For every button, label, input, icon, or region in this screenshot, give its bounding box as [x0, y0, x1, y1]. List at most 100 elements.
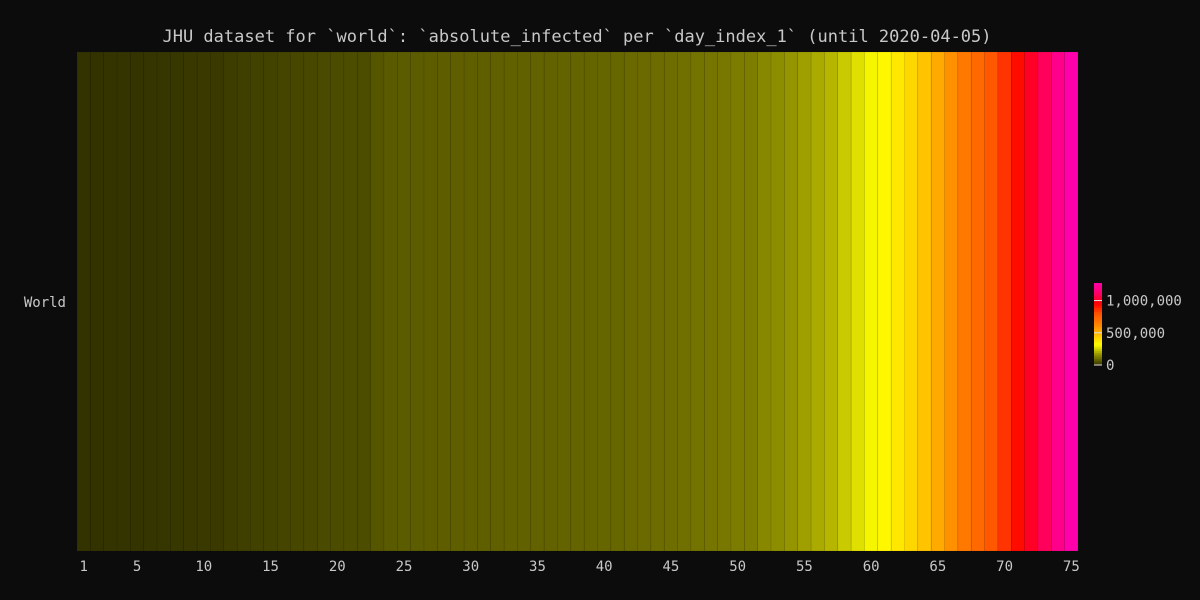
colorbar-segment [1094, 285, 1102, 288]
colorbar-segment [1094, 356, 1102, 360]
x-tick-label: 30 [462, 559, 479, 575]
heatmap-cell [196, 51, 211, 552]
colorbar-segment [1094, 324, 1102, 327]
heatmap-cell [703, 51, 718, 552]
heatmap-cell [437, 51, 452, 552]
colorbar-segment [1094, 309, 1102, 313]
heatmap-cell [290, 51, 305, 552]
heatmap-cell [156, 51, 171, 552]
heatmap-cell [570, 51, 585, 552]
heatmap-cell [837, 51, 852, 552]
heatmap-cell [890, 51, 905, 552]
colorbar-segment [1094, 317, 1102, 321]
heatmap-cell [116, 51, 131, 552]
x-tick-label: 75 [1063, 559, 1080, 575]
colorbar-segment [1094, 303, 1102, 306]
x-tick-label: 50 [729, 559, 746, 575]
heatmap-cell [930, 51, 945, 552]
colorbar-segment [1094, 295, 1102, 298]
colorbar-segment [1094, 354, 1102, 358]
heatmap-cell [223, 51, 238, 552]
heatmap-cell [957, 51, 972, 552]
colorbar-segment [1094, 358, 1102, 362]
colorbar-tick-label: 0 [1106, 358, 1114, 374]
heatmap-cell [904, 51, 919, 552]
colorbar-segment [1094, 283, 1102, 286]
heatmap-cell [410, 51, 425, 552]
heatmap-cell [744, 51, 758, 552]
colorbar-segment [1094, 315, 1102, 319]
colorbar-segment [1094, 342, 1102, 345]
x-axis-ticks: 1 5 10 15 20 25 30 35 40 45 50 55 60 65 70 75 [79, 559, 1079, 575]
heatmap-cell [583, 51, 598, 552]
colorbar-segment [1094, 360, 1102, 364]
heatmap-cell [503, 51, 518, 552]
heatmap-cell [997, 51, 1012, 552]
colorbar-segment [1094, 301, 1102, 304]
colorbar-segment [1094, 332, 1102, 335]
heatmap-cell [970, 51, 985, 552]
colorbar-segment [1094, 344, 1102, 347]
colorbar-segment [1094, 350, 1102, 354]
x-tick-label: 60 [863, 559, 880, 575]
heatmap-cell [1010, 51, 1025, 552]
heatmap-cell [316, 51, 331, 552]
heatmap-cell [597, 51, 612, 552]
colorbar-segment [1094, 334, 1102, 337]
heatmap-cell [824, 51, 839, 552]
heatmap-cell [477, 51, 492, 552]
colorbar-segment [1094, 348, 1102, 352]
colorbar-tick-label: 1,000,000 [1106, 294, 1182, 310]
heatmap-cell [463, 51, 478, 552]
colorbar-segment [1094, 313, 1102, 317]
heatmap-cell [250, 51, 265, 552]
heatmap-cells [76, 51, 1079, 552]
colorbar-segment [1094, 307, 1102, 311]
colorbar-segment [1094, 346, 1102, 349]
colorbar-segment [1094, 321, 1102, 325]
heatmap-cell [623, 51, 638, 552]
chart-title: JHU dataset for `world`: `absolute_infec… [162, 27, 991, 47]
heatmap-cell [103, 51, 118, 552]
heatmap-cell [917, 51, 932, 552]
heatmap-cell [356, 51, 371, 552]
x-tick-label: 20 [329, 559, 346, 575]
heatmap-cell [383, 51, 398, 552]
colorbar-segment [1094, 319, 1102, 323]
colorbar-segment [1094, 291, 1102, 294]
heatmap-cell [663, 51, 678, 552]
colorbar-segment [1094, 338, 1102, 341]
x-tick-label: 35 [529, 559, 546, 575]
x-tick-label: 40 [596, 559, 613, 575]
heatmap-cell [730, 51, 745, 552]
colorbar-segment [1094, 330, 1102, 333]
x-tick-label: 55 [796, 559, 813, 575]
x-tick-label: 45 [662, 559, 679, 575]
colorbar-segment [1094, 352, 1102, 356]
heatmap-cell [236, 51, 251, 552]
heatmap-cell [850, 51, 865, 552]
heatmap-cell [130, 51, 145, 552]
heatmap-cell [517, 51, 532, 552]
heatmap-cell [330, 51, 345, 552]
heatmap-cell [610, 51, 625, 552]
colorbar-segment [1094, 305, 1102, 308]
colorbar-segment [1094, 293, 1102, 296]
x-tick-label: 5 [133, 559, 141, 575]
colorbar-tick-label: 500,000 [1106, 326, 1165, 342]
heatmap-cell [276, 51, 291, 552]
heatmap-cell [757, 51, 772, 552]
heatmap-cell [1064, 51, 1079, 552]
colorbar-segment [1094, 328, 1102, 331]
heatmap-cell [984, 51, 999, 552]
heatmap-cell [423, 51, 438, 552]
heatmap-cell [770, 51, 785, 552]
colorbar-segment [1094, 326, 1102, 329]
heatmap-cell [543, 51, 558, 552]
colorbar-segment [1094, 362, 1102, 366]
colorbar-segment [1094, 340, 1102, 343]
heatmap-cell [864, 51, 879, 552]
heatmap-cell [263, 51, 278, 552]
heatmap-cell [210, 51, 225, 552]
colorbar-segment [1094, 336, 1102, 339]
